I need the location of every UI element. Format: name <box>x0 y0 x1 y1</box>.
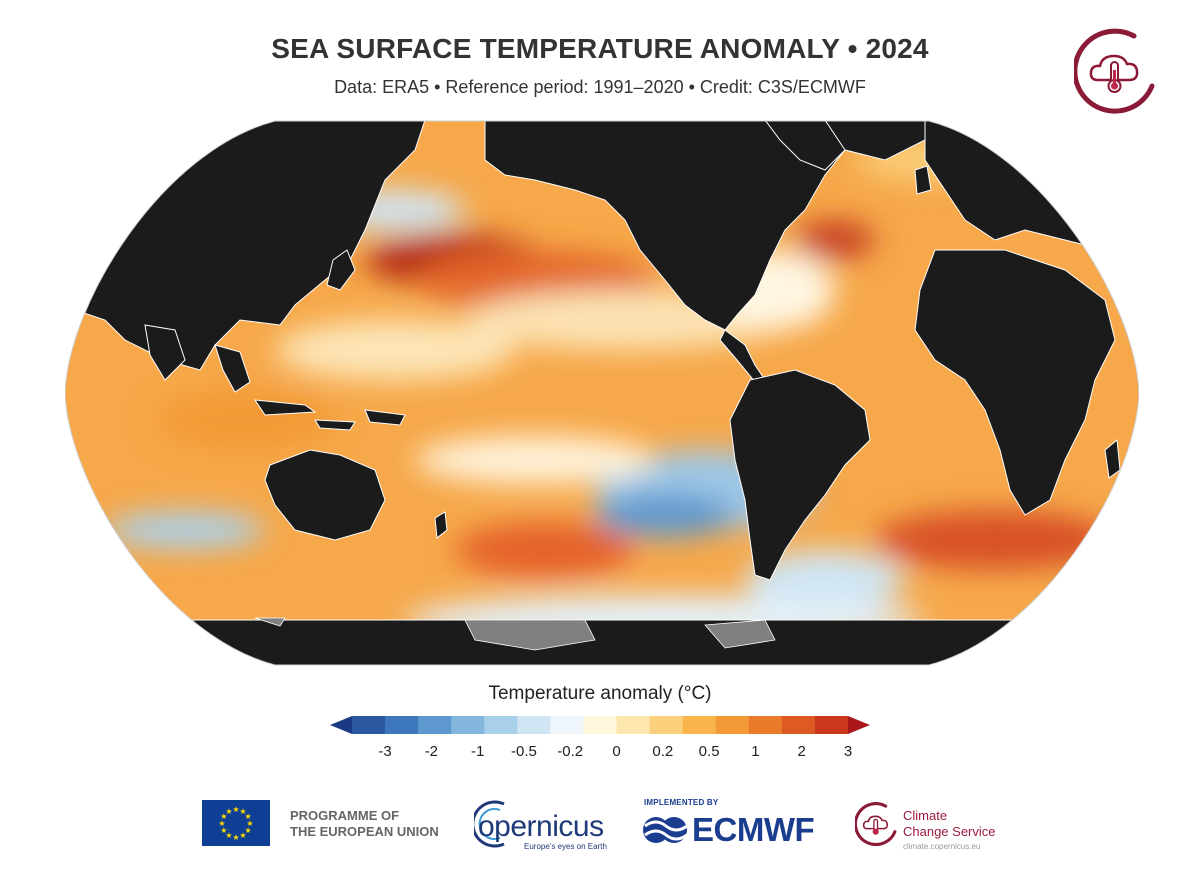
colorbar-segment <box>550 716 584 734</box>
copernicus-tagline: Europe's eyes on Earth <box>524 842 607 851</box>
eu-star-icon: ★ <box>239 831 246 840</box>
colorbar-tick-labels: -3 -2 -1 -0.5 -0.2 0 0.2 0.5 1 2 3 <box>0 743 1200 763</box>
c3s-name-line2: Change Service <box>903 824 996 839</box>
colorbar-segment <box>418 716 452 734</box>
colorbar-tick-label: -3 <box>378 743 392 760</box>
copernicus-logo: opernicus Europe's eyes on Earth <box>474 796 607 854</box>
chart-subtitle: Data: ERA5 • Reference period: 1991–2020… <box>334 77 866 97</box>
colorbar-tick-label: 0.2 <box>652 743 674 760</box>
c3s-small-thermometer-icon <box>855 802 897 846</box>
chart-title: SEA SURFACE TEMPERATURE ANOMALY • 2024 <box>271 33 929 64</box>
colorbar-tick-label: -1 <box>470 743 485 760</box>
colorbar-segment <box>814 716 849 734</box>
colorbar <box>330 716 870 734</box>
colorbar-segment <box>748 716 783 734</box>
eu-flag-icon: ★ ★ ★ ★ ★ ★ ★ ★ ★ ★ ★ ★ <box>202 800 270 846</box>
eu-star-icon: ★ <box>246 819 253 828</box>
colorbar-tick-label: 0 <box>612 743 621 760</box>
colorbar-segment <box>682 716 717 734</box>
colorbar-title: Temperature anomaly (°C) <box>488 683 712 704</box>
copernicus-c-icon <box>474 800 505 848</box>
colorbar-tick-label: 1 <box>751 743 760 760</box>
eu-programme-text: PROGRAMME OF THE EUROPEAN UNION <box>290 808 439 840</box>
ecmwf-wave-icon <box>643 817 688 843</box>
colorbar-segment <box>781 716 816 734</box>
colorbar-segment <box>616 716 651 734</box>
eu-star-icon: ★ <box>232 833 239 842</box>
colorbar-segment <box>352 716 386 734</box>
eu-text-line2: THE EUROPEAN UNION <box>290 824 439 839</box>
c3s-name: Climate Change Service <box>903 808 996 840</box>
c3s-thermometer-logo <box>1074 28 1155 114</box>
eu-star-icon: ★ <box>218 819 225 828</box>
colorbar-tick-label: -0.2 <box>557 743 584 760</box>
c3s-url: climate.copernicus.eu <box>903 842 981 851</box>
eu-star-icon: ★ <box>220 812 227 821</box>
c3s-logo: Climate Change Service climate.copernicu… <box>855 796 1005 854</box>
colorbar-segment <box>715 716 750 734</box>
colorbar-tick-label: 3 <box>843 743 853 760</box>
copernicus-wordmark: opernicus <box>478 810 604 843</box>
eu-star-icon: ★ <box>220 826 227 835</box>
ecmwf-logo: IMPLEMENTED BY ECMWF <box>642 798 832 854</box>
logo-strip: ★ ★ ★ ★ ★ ★ ★ ★ ★ ★ ★ ★ PROGRAMME OF THE EUROPEAN U… <box>0 790 1200 860</box>
eu-star-icon: ★ <box>225 831 232 840</box>
colorbar-tick-label: -0.5 <box>511 743 537 760</box>
eu-star-icon: ★ <box>225 807 232 816</box>
world-sst-anomaly-map <box>65 120 1139 666</box>
eu-star-icon: ★ <box>245 812 252 821</box>
colorbar-tick-label: -2 <box>424 743 439 760</box>
colorbar-segment <box>451 716 485 734</box>
eu-star-icon: ★ <box>239 807 246 816</box>
c3s-name-line1: Climate <box>903 808 948 823</box>
colorbar-segment <box>517 716 551 734</box>
colorbar-tick-label: 0.5 <box>698 743 720 760</box>
implemented-by-label: IMPLEMENTED BY <box>644 798 719 807</box>
colorbar-tick-label: 2 <box>797 743 806 760</box>
eu-text-line1: PROGRAMME OF <box>290 808 400 823</box>
colorbar-segment <box>484 716 518 734</box>
colorbar-underflow-triangle <box>330 716 352 734</box>
colorbar-segment <box>583 716 618 734</box>
ecmwf-wordmark: ECMWF <box>692 811 815 848</box>
colorbar-overflow-triangle <box>848 716 870 734</box>
colorbar-segment <box>385 716 419 734</box>
eu-star-icon: ★ <box>232 805 239 814</box>
eu-star-icon: ★ <box>245 826 252 835</box>
colorbar-segment <box>649 716 684 734</box>
